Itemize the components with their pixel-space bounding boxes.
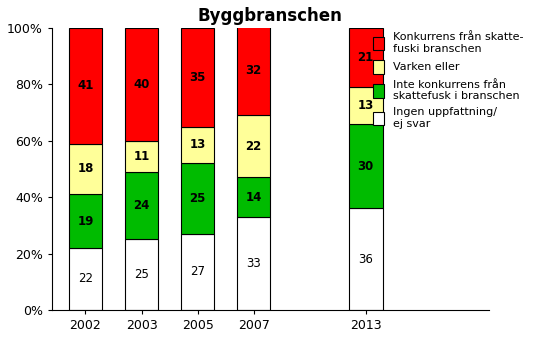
Text: 13: 13 [190,138,206,152]
Text: 11: 11 [133,150,150,163]
Bar [69,194,102,248]
Bar [181,127,214,163]
Bar [181,163,214,234]
Bar [125,239,158,310]
Legend: Konkurrens från skatte-
fuski branschen, Varken eller, Inte konkurrens från
skat: Konkurrens från skatte- fuski branschen,… [368,28,528,134]
Bar [69,248,102,310]
Bar [237,115,271,177]
Title: Byggbranschen: Byggbranschen [198,7,343,25]
Bar [69,28,102,143]
Bar [181,28,214,127]
Text: 27: 27 [190,265,205,278]
Text: 30: 30 [357,160,374,173]
Text: 33: 33 [246,257,261,270]
Text: 18: 18 [77,162,93,176]
Text: 40: 40 [133,78,150,91]
Text: 22: 22 [78,273,93,285]
Text: 41: 41 [77,79,93,92]
Text: 14: 14 [246,191,262,204]
Bar [237,177,271,217]
Text: 22: 22 [246,140,262,153]
Bar [237,25,271,115]
Bar [349,87,382,124]
Bar [125,141,158,172]
Bar [181,234,214,310]
Bar [349,124,382,208]
Text: 25: 25 [190,192,206,205]
Text: 25: 25 [134,268,149,281]
Bar [125,28,158,141]
Bar [349,208,382,310]
Text: 36: 36 [358,253,373,266]
Bar [237,217,271,310]
Text: 35: 35 [190,71,206,84]
Text: 13: 13 [357,99,374,112]
Text: 32: 32 [246,64,262,77]
Bar [69,143,102,194]
Text: 19: 19 [77,215,93,228]
Text: 24: 24 [133,199,150,212]
Text: 21: 21 [357,51,374,64]
Bar [125,172,158,239]
Bar [349,28,382,87]
